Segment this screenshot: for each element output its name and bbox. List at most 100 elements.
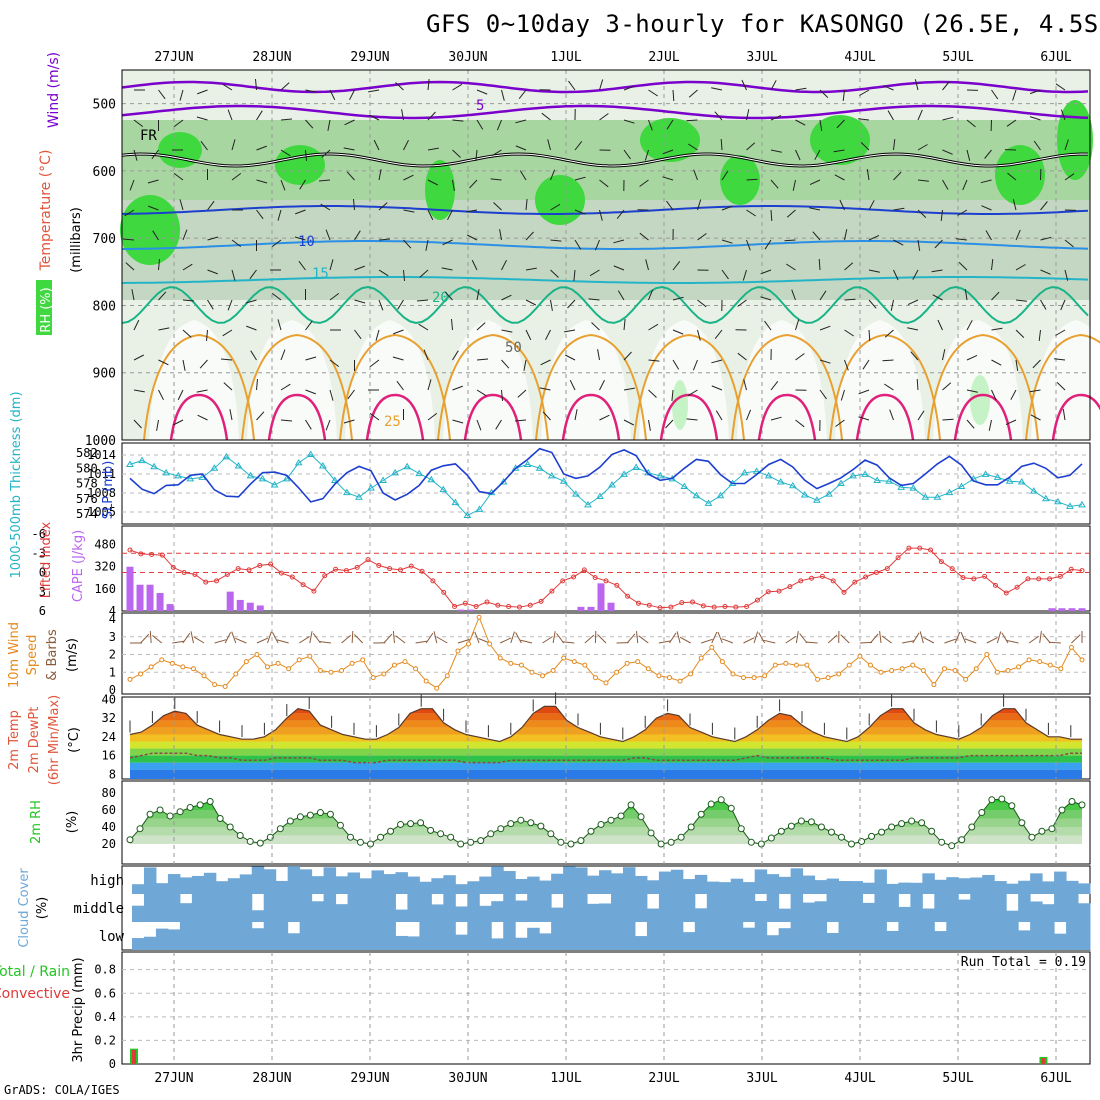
wind-barb [932,294,943,301]
cape-tick: 480 [94,538,116,552]
cloud-cover-bar [1054,871,1067,894]
wind-barb-10m [1039,631,1042,644]
wind-barb [966,149,971,161]
wind-barb [844,298,856,301]
date-label-bottom: 29JUN [350,1071,389,1086]
cloud-cover-bar [958,878,971,894]
cloud-cover-bar [239,894,253,922]
cloud-cover-bar [874,869,887,894]
wind-barb-10m [319,641,332,644]
wind-speed-point [867,662,873,668]
cloud-cover-bar [898,882,911,894]
rh-point [978,809,986,817]
wind-barb [844,262,854,271]
wind-barb [988,419,992,431]
thickness-point [584,500,592,508]
wind-barb [672,260,681,271]
thermal-plume [1031,320,1100,440]
wind-barb [795,419,805,428]
thickness-point [126,460,134,467]
wind-speed-point [307,653,313,659]
wind-barb [397,299,404,310]
date-label-bottom: 6JUL [1040,1071,1071,1086]
lifted-index-point [1036,576,1042,582]
cloud-cover-bar [611,922,624,950]
wind-barb [746,109,750,121]
isotherm-25 [1025,333,1100,441]
wind-speed-point [571,659,577,665]
wind-barb [842,89,845,101]
thickness-point [1078,500,1086,508]
cloud-cover-bar [790,868,804,894]
wind-barb [182,359,186,371]
wind-tick: 2 [109,648,116,662]
wind-barb [158,258,160,271]
wind-barb [942,382,952,391]
ylabel-precip-total: Total / Rain [0,964,70,980]
wind-barb [1055,83,1066,91]
wind-speed-point [783,660,789,666]
wind-barb [427,147,439,151]
cloud-cover-bar [1042,881,1055,894]
cloud-cover-bar [982,874,995,894]
lifted-index-point [754,597,760,603]
rh-band [122,190,1090,300]
wind-barb-10m [827,634,838,644]
lifted-index-point [257,562,263,568]
wind-barb-10m [584,634,595,644]
wind-barb [325,229,331,241]
cloud-cover-bar [994,922,1007,950]
isotherm-30 [561,393,621,441]
rh-point [146,810,154,818]
wind-barb [1064,139,1069,151]
cloud-cover-bar [718,882,732,894]
wind-speed-point [487,641,493,647]
wind-barb-10m [231,631,237,644]
cloud-cover-bar [251,866,265,894]
contour-label: 5 [476,98,484,114]
wind-speed-point [677,678,683,684]
wind-barb [623,319,626,331]
cape-bar [246,602,254,611]
temp-band [130,741,1082,749]
cloud-cover-bar [730,922,744,950]
cloud-cover-bar [682,879,696,894]
cloud-cover-bar [311,922,325,950]
wind-barb [795,87,807,91]
rh-point [1038,827,1046,835]
rh-point [567,840,575,848]
wind-barb [246,325,257,331]
cloud-cover-bar [359,878,372,894]
cloud-cover-bar [934,879,947,894]
wind-barb [834,174,845,181]
wind-barb [912,269,919,280]
thickness-point [330,476,339,483]
cloud-cover-bar [754,900,768,922]
lifted-index-point [1057,573,1063,579]
cloud-cover-bar [706,881,720,894]
wind-barb-10m [276,639,289,644]
cloud-cover-bar [539,880,552,894]
wind-speed-point [444,673,450,679]
cloud-cover-bar [455,934,468,950]
wind-barb [476,119,484,130]
wind-barb [343,147,355,151]
wind-barb [158,327,170,331]
wind-barb [942,116,954,121]
wind-barb [231,139,236,151]
thickness-point [933,493,942,500]
rh-point [256,839,264,847]
temp-tick: 24 [102,730,116,744]
wind-barb [890,299,894,311]
cloud-cover-bar [718,894,732,922]
wind-barb [151,149,159,160]
wind-barb [550,269,559,278]
thickness-point [547,471,556,479]
wind-barb-10m [515,632,522,644]
rh-point [807,818,815,826]
cloud-cover-bar [886,894,899,922]
wind-barb [868,200,875,211]
wind-barb [349,89,355,101]
cloud-cover-bar [167,929,181,950]
wind-barb [466,234,478,241]
